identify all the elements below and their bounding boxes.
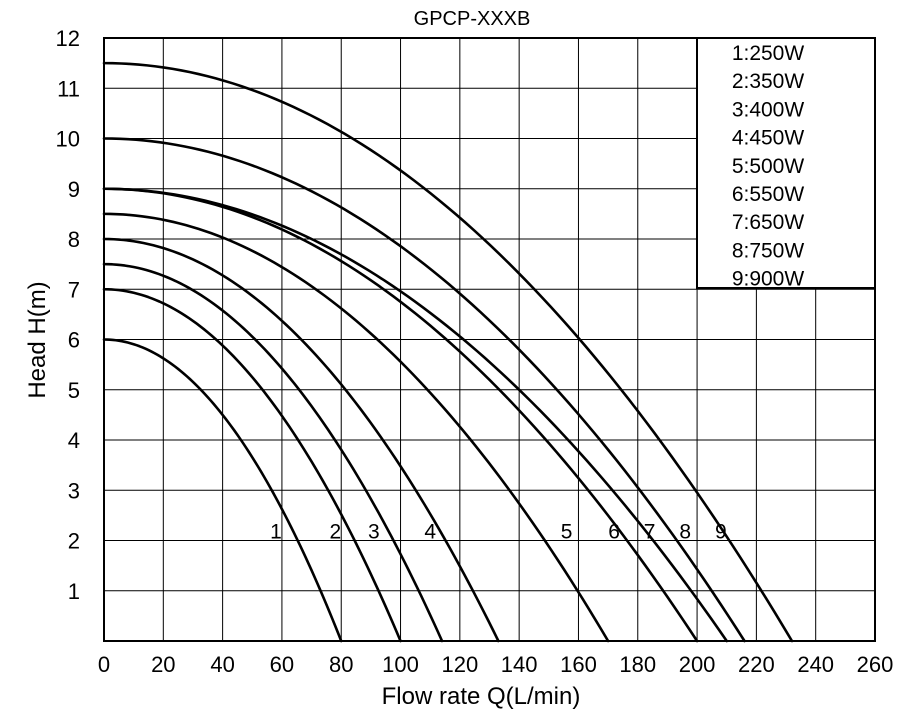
y-tick-label: 9 [68, 177, 80, 202]
curve-line-2 [102, 287, 402, 643]
y-tick-label: 1 [68, 579, 80, 604]
curve-line-8 [102, 137, 746, 643]
legend-entry: 1:250W [732, 42, 805, 65]
y-tick-label: 2 [68, 529, 80, 554]
x-tick-label: 140 [501, 652, 538, 677]
legend-entry: 2:350W [732, 70, 805, 93]
y-axis-label: Head H(m) [24, 281, 51, 398]
y-tick-label: 7 [68, 277, 80, 302]
x-tick-label: 180 [619, 652, 656, 677]
x-tick-label: 120 [441, 652, 478, 677]
x-tick-label: 20 [151, 652, 175, 677]
curve-line-4 [102, 237, 500, 643]
curve-number-label-5: 5 [561, 520, 573, 543]
x-tick-label: 240 [797, 652, 834, 677]
curve-number-label-9: 9 [715, 520, 727, 543]
y-tick-label: 10 [56, 127, 80, 152]
curve-number-label-4: 4 [424, 520, 436, 543]
curve-line-9 [102, 61, 794, 643]
x-tick-label: 160 [560, 652, 597, 677]
x-axis-label: Flow rate Q(L/min) [382, 683, 581, 710]
curve-number-label-1: 1 [270, 520, 282, 543]
x-tick-label: 220 [738, 652, 775, 677]
legend-entry: 9:900W [732, 268, 805, 291]
x-tick-label: 100 [382, 652, 419, 677]
chart-title: GPCP-XXXB [414, 8, 531, 30]
x-tick-label: 40 [210, 652, 234, 677]
y-tick-label: 8 [68, 227, 80, 252]
y-tick-label: 4 [68, 428, 80, 453]
legend-entry: 7:650W [732, 211, 805, 234]
y-tick-label: 12 [56, 26, 80, 51]
curve-number-label-6: 6 [608, 520, 620, 543]
curve-number-label-7: 7 [644, 520, 656, 543]
legend: 1:250W 2:350W 3:400W 4:450W 5:500W 6:550W 7:65… [696, 37, 876, 291]
legend-items: 1:250W 2:350W 3:400W 4:450W 5:500W 6:550W 7:65… [732, 42, 805, 291]
curve-series [102, 61, 794, 643]
curve-number-label-3: 3 [368, 520, 380, 543]
legend-entry: 4:450W [732, 127, 805, 150]
curve-number-label-2: 2 [329, 520, 341, 543]
legend-entry: 8:750W [732, 239, 805, 262]
y-tick-label: 3 [68, 478, 80, 503]
legend-entry: 6:550W [732, 183, 805, 206]
y-tick-label: 5 [68, 378, 80, 403]
x-axis-ticks: 0 20 40 60 80 100 120 140 160 180 200 220 240 260 [98, 652, 893, 677]
legend-box [696, 37, 876, 289]
x-tick-label: 200 [679, 652, 716, 677]
y-tick-label: 11 [57, 76, 80, 101]
legend-entry: 3:400W [732, 98, 805, 121]
legend-entry: 5:500W [732, 155, 805, 178]
curve-line-7 [102, 187, 729, 643]
x-tick-label: 60 [270, 652, 294, 677]
curve-line-5 [102, 212, 610, 643]
curve-line-1 [102, 338, 343, 643]
x-tick-label: 80 [329, 652, 353, 677]
x-tick-label: 260 [857, 652, 894, 677]
x-tick-label: 0 [98, 652, 110, 677]
curve-line-3 [102, 262, 444, 643]
curve-number-label-8: 8 [679, 520, 691, 543]
y-tick-label: 6 [68, 328, 80, 353]
